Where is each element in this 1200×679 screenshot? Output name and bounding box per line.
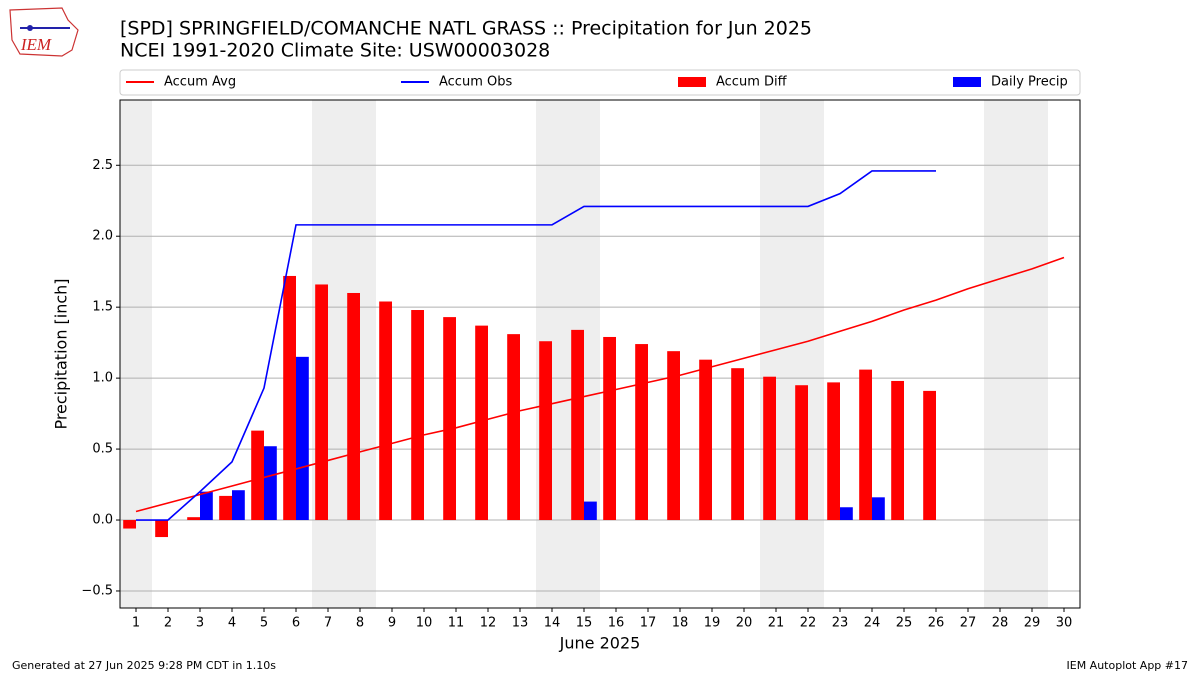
bar	[232, 490, 245, 521]
weekend-band	[1016, 100, 1048, 608]
bar	[347, 292, 360, 521]
legend-box	[119, 69, 1081, 96]
plot-frame	[119, 99, 1081, 609]
x-tick-label: 12	[480, 616, 497, 631]
x-tick-label: 7	[324, 616, 332, 631]
weekend-band	[120, 100, 152, 608]
x-tick-label: 22	[800, 616, 817, 631]
chart-subtitle: NCEI 1991-2020 Climate Site: USW00003028	[120, 40, 550, 62]
weekend-band	[760, 100, 792, 608]
logo-text: IEM	[20, 35, 52, 54]
bar	[731, 368, 744, 521]
bar	[667, 351, 680, 521]
y-tick-label: −0.5	[81, 583, 113, 598]
bar	[200, 491, 213, 521]
bar	[315, 284, 328, 521]
bar	[584, 501, 597, 521]
x-tick-label: 19	[704, 616, 721, 631]
legend-swatch	[953, 77, 981, 87]
bar	[264, 446, 277, 521]
weekend-band	[984, 100, 1016, 608]
x-tick-label: 23	[832, 616, 849, 631]
legend-label: Daily Precip	[991, 75, 1068, 90]
x-tick-label: 25	[896, 616, 913, 631]
legend-swatch	[678, 77, 706, 87]
bar	[475, 325, 488, 521]
bar	[296, 356, 309, 521]
bar	[571, 329, 584, 521]
x-tick-label: 14	[544, 616, 561, 631]
x-tick-label: 28	[992, 616, 1009, 631]
x-tick-label: 10	[416, 616, 433, 631]
x-tick-label: 15	[576, 616, 593, 631]
legend-label: Accum Avg	[164, 75, 236, 90]
bar	[872, 497, 885, 521]
y-tick-label: 2.0	[92, 229, 113, 244]
chart-title: [SPD] SPRINGFIELD/COMANCHE NATL GRASS ::…	[120, 18, 812, 40]
bar	[840, 507, 853, 521]
x-axis-label: June 2025	[559, 634, 641, 653]
bar	[603, 336, 616, 521]
y-tick-label: 0.0	[92, 513, 113, 528]
weekend-band	[792, 100, 824, 608]
x-tick-label: 21	[768, 616, 785, 631]
bar	[923, 390, 936, 521]
x-tick-label: 3	[196, 616, 204, 631]
bar	[891, 380, 904, 521]
x-tick-label: 4	[228, 616, 236, 631]
bar	[283, 275, 296, 521]
bar	[219, 495, 232, 521]
y-tick-label: 1.0	[92, 371, 113, 386]
bar	[443, 317, 456, 521]
x-tick-label: 2	[164, 616, 172, 631]
x-tick-label: 8	[356, 616, 364, 631]
x-tick-label: 29	[1024, 616, 1041, 631]
bar	[827, 382, 840, 521]
line	[135, 256, 1065, 513]
x-tick-label: 5	[260, 616, 268, 631]
x-tick-label: 20	[736, 616, 753, 631]
bar	[763, 376, 776, 521]
bar	[635, 344, 648, 521]
x-tick-label: 30	[1056, 616, 1073, 631]
bar	[155, 520, 168, 538]
bar	[187, 517, 200, 521]
x-tick-label: 1	[132, 616, 140, 631]
logo: IEM	[9, 7, 79, 57]
bar	[123, 520, 136, 529]
bar	[411, 310, 424, 521]
y-tick-label: 0.5	[92, 442, 113, 457]
footer-left: Generated at 27 Jun 2025 9:28 PM CDT in …	[12, 659, 276, 672]
bar	[795, 385, 808, 521]
x-tick-label: 6	[292, 616, 300, 631]
bar	[699, 359, 712, 521]
bar	[251, 430, 264, 521]
legend-label: Accum Diff	[716, 75, 788, 90]
bar	[539, 341, 552, 521]
x-tick-label: 16	[608, 616, 625, 631]
line	[136, 170, 936, 521]
y-axis-label: Precipitation [inch]	[52, 278, 71, 429]
x-tick-label: 18	[672, 616, 689, 631]
x-tick-label: 13	[512, 616, 529, 631]
legend-label: Accum Obs	[439, 75, 512, 90]
y-tick-label: 2.5	[92, 158, 113, 173]
bar	[859, 369, 872, 521]
x-tick-label: 27	[960, 616, 977, 631]
bar	[379, 301, 392, 521]
x-tick-label: 17	[640, 616, 657, 631]
x-tick-label: 9	[388, 616, 396, 631]
footer-right: IEM Autoplot App #17	[1067, 659, 1189, 672]
y-tick-label: 1.5	[92, 300, 113, 315]
x-tick-label: 26	[928, 616, 945, 631]
bar	[507, 334, 520, 521]
x-tick-label: 11	[448, 616, 465, 631]
x-tick-label: 24	[864, 616, 881, 631]
